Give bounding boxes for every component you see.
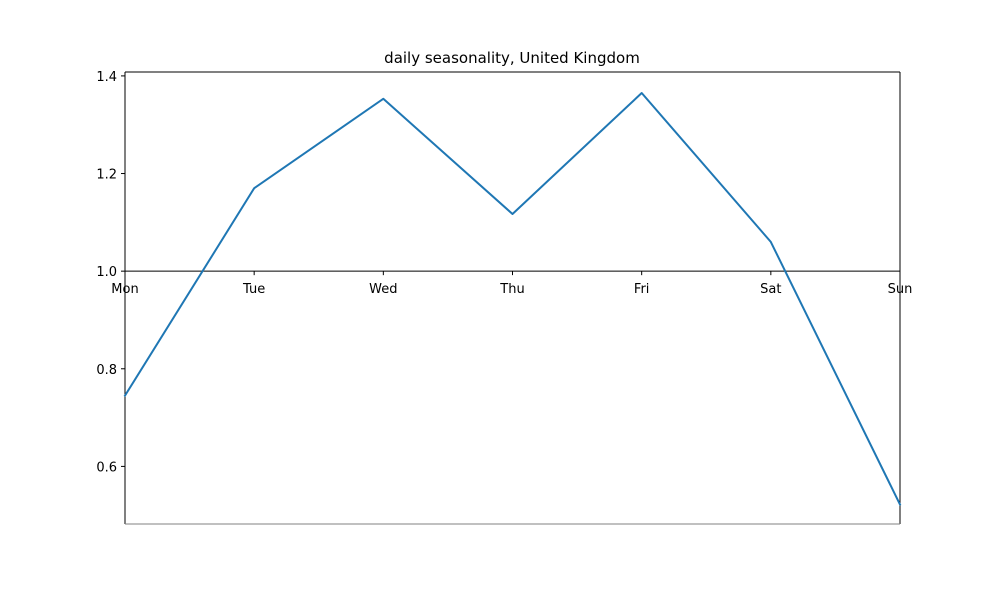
- chart-title: daily seasonality, United Kingdom: [384, 49, 640, 67]
- y-tick-label: 1.0: [96, 265, 117, 280]
- x-tick-label: Sat: [760, 282, 781, 297]
- y-tick-label: 1.4: [96, 70, 117, 85]
- y-tick-label: 0.8: [96, 363, 117, 378]
- x-tick-label: Fri: [634, 282, 650, 297]
- x-tick-label: Thu: [499, 282, 524, 297]
- plot-area: 0.6 0.8 1.0 1.2 1.4 Mon Tue Wed Thu Fri Sat Sun: [96, 70, 913, 525]
- y-tick-label: 0.6: [96, 460, 117, 475]
- series-line: [123, 92, 902, 506]
- x-tick-label: Wed: [369, 282, 397, 297]
- y-tick-label: 1.2: [96, 168, 117, 183]
- x-tick-label: Sun: [888, 282, 913, 297]
- x-tick-label: Mon: [111, 282, 138, 297]
- x-tick-label: Tue: [242, 282, 265, 297]
